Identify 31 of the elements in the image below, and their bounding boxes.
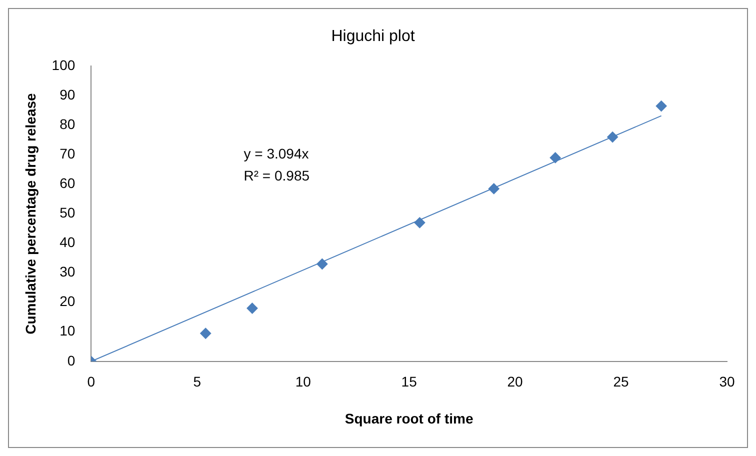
annotation: y = 3.094x (244, 146, 309, 162)
y-tick-label: 10 (60, 322, 76, 339)
point (656, 100, 667, 112)
y-tick-label: 100 (52, 57, 76, 74)
point (488, 183, 500, 194)
annotation: R² = 0.985 (244, 168, 310, 184)
x-tick-label: 5 (193, 374, 202, 390)
y-tick-label: 80 (60, 116, 76, 132)
x-tick-label: 30 (719, 374, 735, 390)
y-tick-label: 0 (67, 352, 76, 368)
chart-title: Higuchi plot (331, 28, 416, 46)
x-tick-label: 20 (507, 374, 524, 390)
point (200, 328, 212, 339)
x-tick-label: 25 (613, 374, 630, 390)
y-tick-label: 50 (60, 204, 76, 221)
y-axis-title: Cumulative percentage drug release (22, 92, 38, 334)
x-axis-title: Square root of time (344, 410, 474, 426)
y-tick-label: 60 (60, 175, 76, 192)
y-tick-label: 90 (60, 86, 76, 103)
point (550, 152, 561, 164)
y-tick-label: 20 (60, 293, 76, 310)
x-tick-label: 0 (87, 374, 96, 390)
point (246, 302, 258, 314)
point (316, 258, 328, 270)
y-tick-label: 30 (60, 264, 76, 280)
x-tick-label: 10 (295, 374, 312, 390)
point (607, 132, 618, 143)
x-tick-label: 15 (401, 374, 418, 390)
y-tick-label: 70 (60, 146, 76, 162)
point (414, 217, 426, 228)
y-tick-label: 40 (60, 234, 76, 250)
